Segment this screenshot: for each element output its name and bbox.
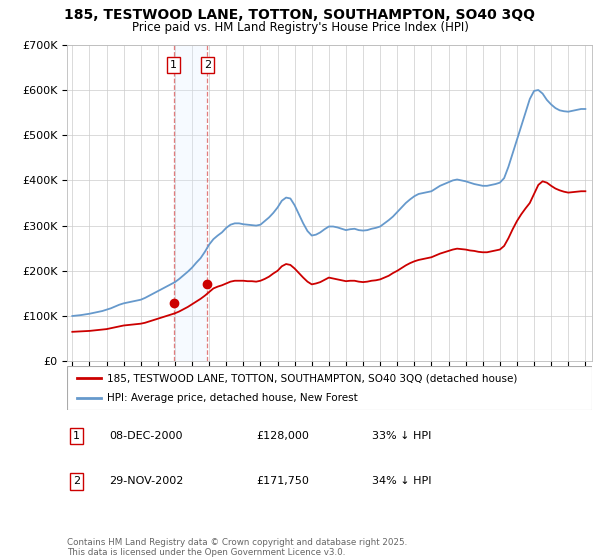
Bar xyxy=(173,45,208,361)
Text: 29-NOV-2002: 29-NOV-2002 xyxy=(109,477,184,487)
Text: Price paid vs. HM Land Registry's House Price Index (HPI): Price paid vs. HM Land Registry's House … xyxy=(131,21,469,34)
Text: 185, TESTWOOD LANE, TOTTON, SOUTHAMPTON, SO40 3QQ (detached house): 185, TESTWOOD LANE, TOTTON, SOUTHAMPTON,… xyxy=(107,373,517,383)
Text: 185, TESTWOOD LANE, TOTTON, SOUTHAMPTON, SO40 3QQ: 185, TESTWOOD LANE, TOTTON, SOUTHAMPTON,… xyxy=(65,8,536,22)
Text: 2: 2 xyxy=(73,477,80,487)
Text: £128,000: £128,000 xyxy=(256,431,309,441)
Text: 2: 2 xyxy=(204,60,211,70)
Text: Contains HM Land Registry data © Crown copyright and database right 2025.
This d: Contains HM Land Registry data © Crown c… xyxy=(67,538,407,557)
Text: 34% ↓ HPI: 34% ↓ HPI xyxy=(372,477,431,487)
Text: 33% ↓ HPI: 33% ↓ HPI xyxy=(372,431,431,441)
Text: 08-DEC-2000: 08-DEC-2000 xyxy=(109,431,182,441)
FancyBboxPatch shape xyxy=(67,366,592,410)
Text: 1: 1 xyxy=(170,60,177,70)
Text: 1: 1 xyxy=(73,431,80,441)
Text: £171,750: £171,750 xyxy=(256,477,309,487)
Text: HPI: Average price, detached house, New Forest: HPI: Average price, detached house, New … xyxy=(107,393,358,403)
